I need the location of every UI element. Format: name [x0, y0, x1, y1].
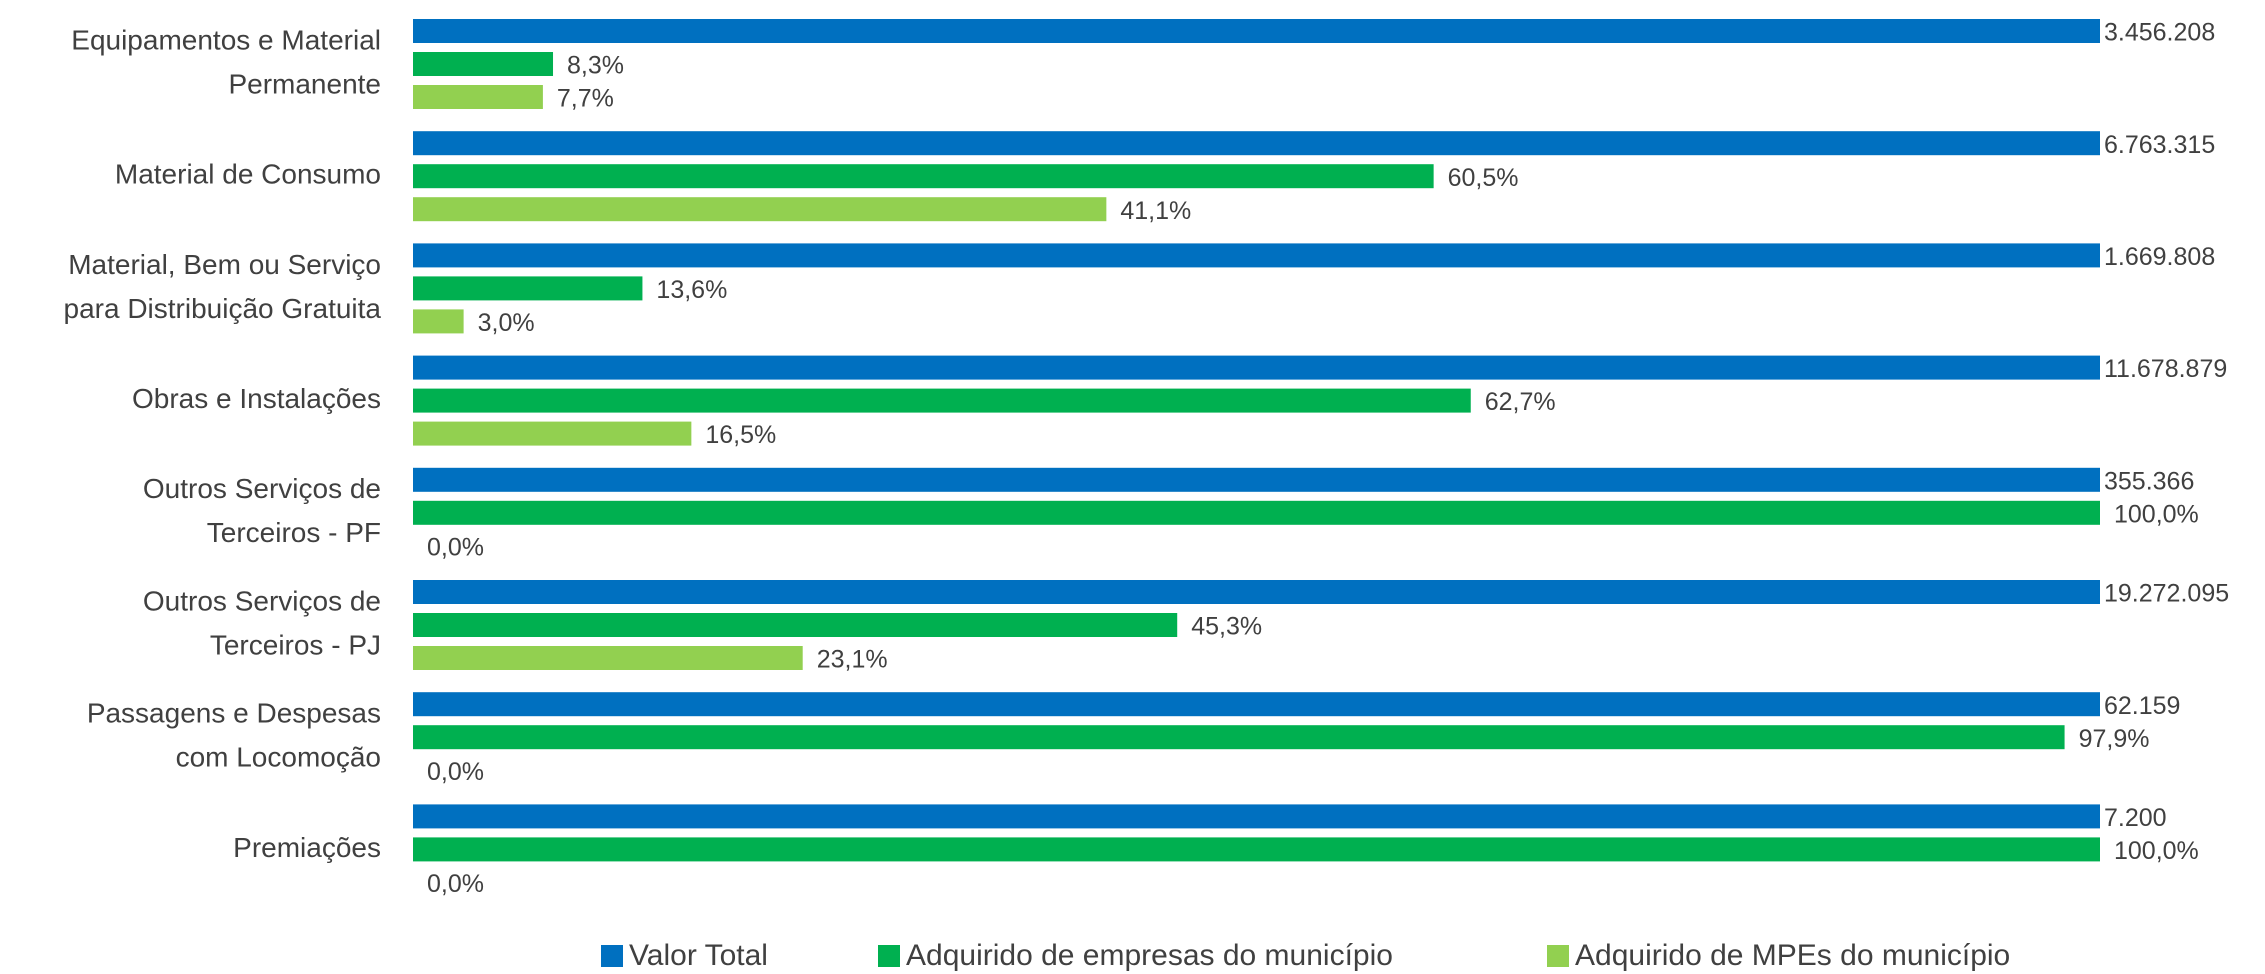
- category-label: Equipamentos e Material: [71, 24, 381, 55]
- value-label: 62,7%: [1485, 388, 1556, 416]
- value-label: 23,1%: [817, 646, 888, 674]
- category-label: Premiações: [233, 832, 381, 863]
- value-label: 3,0%: [478, 309, 535, 337]
- value-label: 8,3%: [567, 52, 624, 80]
- legend-swatch: [1547, 945, 1569, 967]
- bar: [413, 243, 2100, 268]
- category-label: Passagens e Despesas: [87, 698, 381, 729]
- bar: [413, 164, 1434, 189]
- category-label: Permanente: [228, 68, 381, 99]
- category-label: Terceiros - PF: [207, 517, 381, 548]
- value-label: 60,5%: [1448, 164, 1519, 192]
- value-label: 7.200: [2104, 804, 2167, 832]
- value-label: 41,1%: [1120, 197, 1191, 225]
- legend-swatch: [601, 945, 623, 967]
- value-label: 0,0%: [427, 758, 484, 786]
- bar: [413, 837, 2100, 862]
- category-label: para Distribuição Gratuita: [64, 293, 382, 324]
- value-label: 11.678.879: [2104, 355, 2227, 383]
- value-label: 97,9%: [2079, 725, 2150, 753]
- bar: [413, 613, 1178, 637]
- value-label: 3.456.208: [2104, 19, 2215, 47]
- value-label: 16,5%: [705, 421, 776, 449]
- legend-swatch: [878, 945, 900, 967]
- category-label: Terceiros - PJ: [210, 629, 381, 660]
- bar: [413, 355, 2100, 380]
- category-label: Material, Bem ou Serviço: [68, 249, 381, 280]
- value-label: 0,0%: [427, 870, 484, 898]
- value-label: 0,0%: [427, 533, 484, 561]
- value-label: 7,7%: [557, 85, 614, 113]
- value-label: 355.366: [2104, 467, 2194, 495]
- bar: [413, 421, 692, 446]
- legend-label: Valor Total: [629, 939, 768, 972]
- bar: [413, 19, 2100, 43]
- bar: [413, 85, 543, 109]
- legend-label: Adquirido de empresas do município: [906, 939, 1393, 972]
- bar: [413, 131, 2100, 156]
- category-label: com Locomoção: [176, 742, 381, 773]
- value-label: 19.272.095: [2104, 580, 2229, 608]
- value-label: 1.669.808: [2104, 243, 2215, 271]
- value-label: 100,0%: [2114, 837, 2199, 865]
- category-label: Outros Serviços de: [143, 585, 381, 616]
- bar: [413, 276, 643, 301]
- value-label: 6.763.315: [2104, 131, 2215, 159]
- bar: [413, 52, 554, 76]
- category-label: Obras e Instalações: [132, 383, 381, 414]
- bar: [413, 646, 803, 670]
- bar: [413, 467, 2100, 492]
- value-label: 13,6%: [656, 276, 727, 304]
- category-label: Outros Serviços de: [143, 473, 381, 504]
- bar: [413, 580, 2100, 604]
- category-label: Material de Consumo: [115, 159, 381, 190]
- bar: [413, 500, 2100, 525]
- value-label: 100,0%: [2114, 500, 2199, 528]
- bar: [413, 804, 2100, 829]
- bar: [413, 309, 464, 334]
- bar: [413, 388, 1471, 413]
- value-label: 62.159: [2104, 692, 2180, 720]
- bar: [413, 725, 2065, 750]
- bar: [413, 692, 2100, 717]
- legend-label: Adquirido de MPEs do município: [1575, 939, 2010, 972]
- value-label: 45,3%: [1191, 613, 1262, 641]
- bar: [413, 197, 1107, 222]
